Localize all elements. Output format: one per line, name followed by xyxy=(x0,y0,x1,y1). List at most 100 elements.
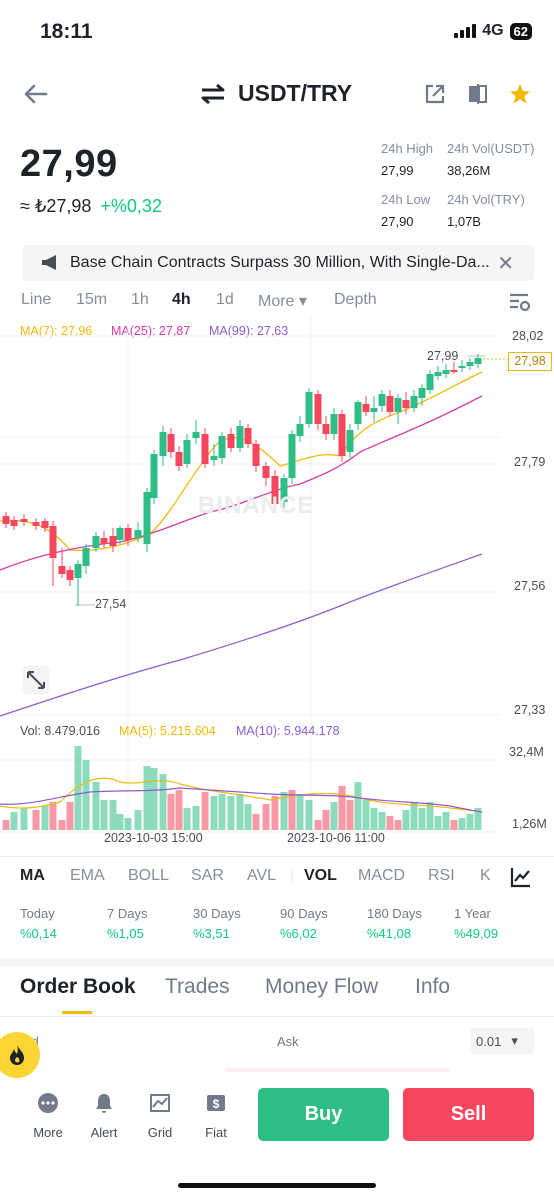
candle-down xyxy=(362,404,370,412)
active-tab-indicator xyxy=(62,1011,92,1014)
candle-up xyxy=(370,408,378,412)
candle-up xyxy=(116,528,124,540)
ind-ma[interactable]: MA xyxy=(20,867,45,884)
volume-bar xyxy=(20,808,28,830)
indicator-chart-icon[interactable] xyxy=(510,866,532,888)
vol-usdt-label: 24h Vol(USDT) xyxy=(447,141,535,156)
volume-bar xyxy=(434,816,442,830)
tf-1h[interactable]: 1h xyxy=(131,291,149,308)
candle-up xyxy=(426,374,434,390)
vol-ma5-label: MA(5): 5.215.604 xyxy=(119,724,216,738)
volume-bar xyxy=(183,808,191,830)
volume-bar xyxy=(280,792,288,830)
tab-trades[interactable]: Trades xyxy=(165,975,230,998)
candle-up xyxy=(143,492,151,544)
vol-try-label: 24h Vol(TRY) xyxy=(447,192,525,207)
pair-selector[interactable]: USDT/TRY xyxy=(200,80,352,107)
volume-bar xyxy=(10,812,18,830)
candle-up xyxy=(418,388,426,398)
candle-up xyxy=(458,366,466,368)
candle-up xyxy=(192,432,200,438)
volume-bar xyxy=(450,820,458,830)
candle-down xyxy=(262,466,270,478)
share-icon[interactable] xyxy=(423,82,447,106)
candle-up xyxy=(92,536,100,548)
buy-button[interactable]: Buy xyxy=(258,1088,389,1141)
network-label: 4G xyxy=(482,22,504,39)
fiat-price: ≈ ₺27,98 xyxy=(20,196,92,216)
expand-icon[interactable] xyxy=(22,666,50,694)
tf-4h[interactable]: 4h xyxy=(172,291,191,308)
volume-bar xyxy=(192,806,200,830)
tf-1d[interactable]: 1d xyxy=(216,291,234,308)
announcement-banner[interactable]: Base Chain Contracts Surpass 30 Million,… xyxy=(22,245,534,281)
perf-30d-label: 30 Days xyxy=(193,906,241,921)
favorite-star-icon[interactable] xyxy=(508,82,532,106)
volume-bar xyxy=(82,760,90,830)
tf-more[interactable]: More ▾ xyxy=(258,293,307,310)
candle-up xyxy=(394,398,402,412)
nav-more[interactable]: More xyxy=(24,1090,72,1140)
back-arrow-icon[interactable] xyxy=(22,80,50,108)
sell-button[interactable]: Sell xyxy=(403,1088,534,1141)
candle-up xyxy=(330,414,338,434)
candle-up xyxy=(434,372,442,376)
volume-bar xyxy=(466,814,474,830)
chart-settings-icon[interactable] xyxy=(508,290,532,314)
tab-money-flow[interactable]: Money Flow xyxy=(265,975,379,998)
volume-bar xyxy=(330,802,338,830)
volume-bar xyxy=(74,746,82,830)
tf-15m[interactable]: 15m xyxy=(76,291,108,308)
candle-up xyxy=(466,362,474,366)
volume-bar xyxy=(210,796,218,830)
compare-icon[interactable] xyxy=(466,82,490,106)
tab-order-book[interactable]: Order Book xyxy=(20,975,136,999)
time-tick-2: 2023-10-06 11:00 xyxy=(287,831,385,845)
ind-avl[interactable]: AVL xyxy=(247,867,277,884)
fiat-price-row: ≈ ₺27,98 +%0,32 xyxy=(20,196,162,217)
ind-vol[interactable]: VOL xyxy=(304,867,337,884)
volume-bar xyxy=(100,800,108,830)
volume-bar xyxy=(288,790,296,830)
volume-bar xyxy=(134,810,142,830)
low-value: 27,90 xyxy=(381,214,414,229)
nav-more-label: More xyxy=(33,1125,63,1140)
ind-ema[interactable]: EMA xyxy=(70,867,105,884)
tab-info[interactable]: Info xyxy=(415,975,451,998)
ind-boll[interactable]: BOLL xyxy=(128,867,169,884)
price-chart[interactable] xyxy=(0,316,554,856)
ind-rsi[interactable]: RSI xyxy=(428,867,455,884)
pair-title: USDT/TRY xyxy=(238,80,353,106)
precision-value: 0.01 xyxy=(476,1033,502,1049)
volume-bar xyxy=(109,800,117,830)
volume-bar xyxy=(338,786,346,830)
tf-depth[interactable]: Depth xyxy=(334,291,377,308)
nav-fiat[interactable]: $ Fiat xyxy=(192,1090,240,1140)
candle-up xyxy=(74,564,82,578)
banner-text: Base Chain Contracts Surpass 30 Million,… xyxy=(70,254,490,271)
volume-bar xyxy=(386,816,394,830)
flame-icon[interactable] xyxy=(0,1032,40,1078)
ind-k[interactable]: K xyxy=(480,867,491,884)
signal-icon xyxy=(454,24,477,38)
close-icon[interactable]: ✕ xyxy=(497,253,514,275)
nav-grid[interactable]: Grid xyxy=(136,1090,184,1140)
candle-up xyxy=(134,530,142,538)
precision-select[interactable]: 0.01 ▾ xyxy=(470,1028,534,1054)
depth-bar xyxy=(225,1068,450,1072)
volume-bar xyxy=(442,812,450,830)
watermark: BINANCE xyxy=(198,492,315,519)
volume-bar xyxy=(32,810,40,830)
tf-more-label: More xyxy=(258,293,295,310)
volume-bar xyxy=(150,768,158,830)
nav-alert[interactable]: Alert xyxy=(80,1090,128,1140)
ind-sar[interactable]: SAR xyxy=(191,867,224,884)
ind-macd[interactable]: MACD xyxy=(358,867,406,884)
candle-down xyxy=(175,452,183,466)
volume-bar xyxy=(227,796,235,830)
candle-up xyxy=(305,392,313,424)
timeframe-tabs: Line 15m 1h 4h 1d More ▾ Depth xyxy=(0,291,554,313)
volume-bar xyxy=(378,812,386,830)
tf-line[interactable]: Line xyxy=(21,291,52,308)
vol-ma10-line xyxy=(0,787,483,813)
